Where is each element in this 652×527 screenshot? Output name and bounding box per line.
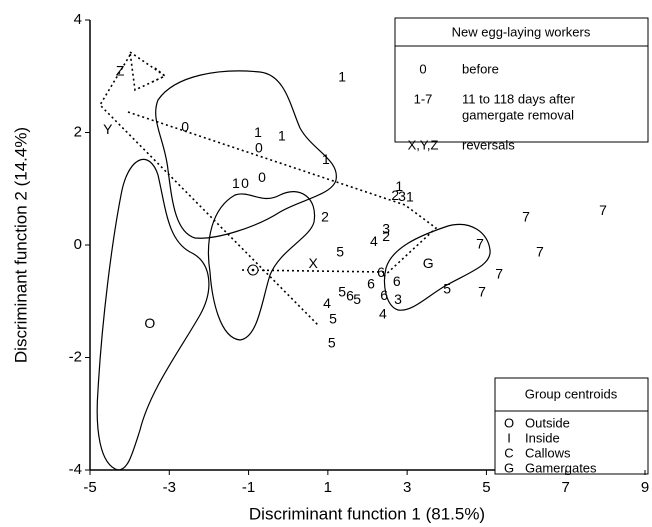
y-tick-label: -4 — [69, 461, 82, 478]
y-tick-label: 0 — [74, 236, 82, 253]
y-tick-label: 4 — [74, 11, 82, 28]
point-label: 5 — [443, 281, 451, 297]
x-tick-label: 1 — [324, 479, 332, 496]
contour — [207, 191, 316, 341]
centroid: O — [144, 315, 155, 331]
legend-symbol: I — [507, 430, 511, 445]
point-label: 6 — [377, 264, 385, 280]
point-label: 7 — [476, 236, 484, 252]
annotation: Y — [103, 121, 113, 137]
legend-symbol: O — [504, 415, 514, 430]
point-label: 4 — [379, 305, 387, 321]
x-axis-label: Discriminant function 1 (81.5%) — [249, 504, 485, 523]
legend-symbol: X,Y,Z — [408, 137, 439, 152]
y-axis-label: Discriminant function 2 (14.4%) — [11, 127, 30, 363]
legend-text: Inside — [525, 430, 560, 445]
annotation: X — [309, 255, 319, 271]
x-tick-label: -1 — [242, 479, 255, 496]
point-label: 3 — [394, 291, 402, 307]
point-label: 7 — [478, 284, 486, 300]
point-label: 6 — [380, 287, 388, 303]
trajectory — [127, 111, 438, 279]
x-tick-label: 3 — [403, 479, 411, 496]
point-label: 6 — [367, 276, 375, 292]
point-label: 4 — [370, 233, 378, 249]
trajectory — [129, 51, 167, 92]
point-label: 2 — [321, 209, 329, 225]
legend-title: Group centroids — [525, 386, 618, 401]
legend-text: gamergate removal — [462, 107, 574, 122]
point-label: 1 — [322, 151, 330, 167]
point-label: 3 — [398, 188, 406, 204]
centroid: G — [423, 255, 434, 271]
point-label: 2 — [382, 228, 390, 244]
point-label: 2 — [391, 187, 399, 203]
contours — [96, 70, 491, 471]
point-label: 1 — [232, 175, 240, 191]
x-tick-label: -5 — [83, 479, 96, 496]
legend-text: reversals — [462, 137, 515, 152]
legend-centroids-box — [494, 377, 649, 475]
legend-text: Gamergates — [525, 460, 597, 475]
point-label: 4 — [323, 295, 331, 311]
point-label: 7 — [599, 202, 607, 218]
point-label: 7 — [495, 266, 503, 282]
x-tick-label: -3 — [163, 479, 176, 496]
point-label: 0 — [241, 175, 249, 191]
point-label: 1 — [406, 188, 414, 204]
x-tick-label: 9 — [641, 479, 649, 496]
point-label: 1 — [395, 178, 403, 194]
legend-text: 11 to 118 days after — [462, 91, 576, 106]
point-label: 5 — [328, 335, 336, 351]
point-label: 5 — [336, 244, 344, 260]
point-label: 5 — [353, 291, 361, 307]
point-label: 5 — [329, 311, 337, 327]
point-label: 7 — [536, 244, 544, 260]
point-label: 6 — [393, 273, 401, 289]
contour — [383, 223, 491, 311]
point-label: 5 — [338, 284, 346, 300]
contour — [155, 70, 337, 239]
centroid-dot — [251, 268, 255, 272]
legend-text: Outside — [525, 415, 570, 430]
point-label: 7 — [522, 209, 530, 225]
y-tick-label: 2 — [74, 123, 82, 140]
trajectory — [151, 67, 167, 83]
legend-symbol: C — [504, 445, 513, 460]
contour — [96, 158, 210, 471]
reversal-trajectories — [98, 51, 438, 326]
trajectory — [241, 269, 386, 273]
legend-text: Callows — [525, 445, 571, 460]
point-label: 1 — [254, 124, 262, 140]
x-tick-label: 5 — [482, 479, 490, 496]
point-label: 6 — [346, 287, 354, 303]
legend-symbol: 0 — [419, 61, 426, 76]
point-label: 1 — [278, 128, 286, 144]
annotation: Z — [116, 62, 125, 78]
legend-symbol: G — [504, 460, 514, 475]
legend-title: New egg-laying workers — [452, 24, 591, 39]
point-label: 0 — [255, 140, 263, 156]
y-tick-label: -2 — [69, 348, 82, 365]
legend-symbol: 1-7 — [414, 91, 433, 106]
legend-workers-box — [394, 17, 649, 143]
point-label: 1 — [338, 69, 346, 85]
point-label: 3 — [382, 221, 390, 237]
point-label: 0 — [181, 119, 189, 135]
legend-text: before — [462, 61, 499, 76]
x-tick-label: 7 — [562, 479, 570, 496]
point-label: 0 — [258, 169, 266, 185]
